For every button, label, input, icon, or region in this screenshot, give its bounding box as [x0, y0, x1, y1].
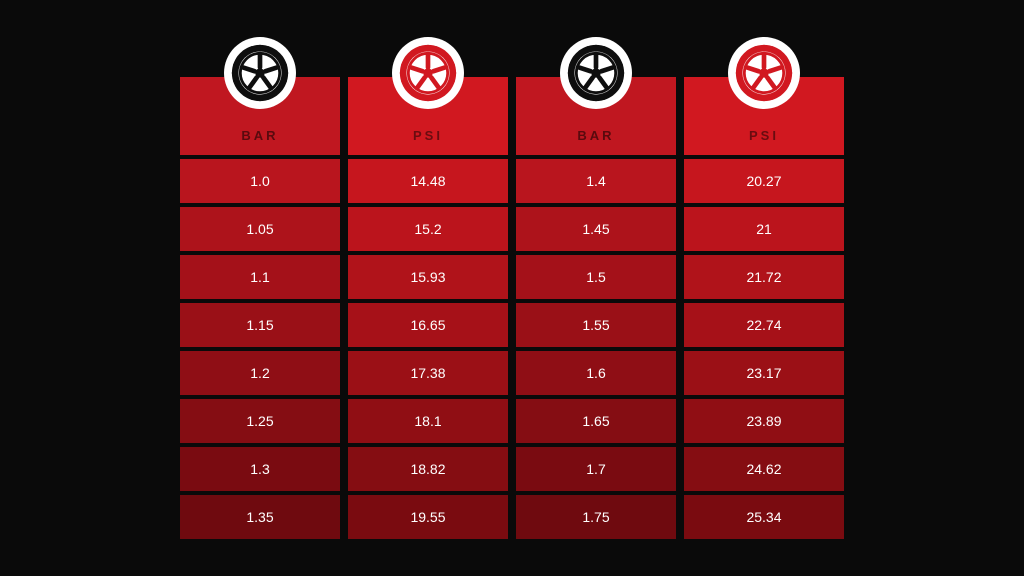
table-cell: 1.2 [180, 351, 340, 395]
column-0: BAR1.01.051.11.151.21.251.31.35 [180, 77, 340, 539]
table-cell: 1.55 [516, 303, 676, 347]
table-cell: 21 [684, 207, 844, 251]
table-cell: 1.45 [516, 207, 676, 251]
table-cell: 1.65 [516, 399, 676, 443]
table-cell: 1.3 [180, 447, 340, 491]
table-cell: 19.55 [348, 495, 508, 539]
table-cell: 18.1 [348, 399, 508, 443]
table-cell: 1.5 [516, 255, 676, 299]
table-cell: 1.25 [180, 399, 340, 443]
table-cell: 15.93 [348, 255, 508, 299]
table-cell: 15.2 [348, 207, 508, 251]
table-cell: 25.34 [684, 495, 844, 539]
table-cell: 23.89 [684, 399, 844, 443]
table-cell: 14.48 [348, 159, 508, 203]
table-cell: 1.7 [516, 447, 676, 491]
table-cell: 18.82 [348, 447, 508, 491]
column-1: PSI14.4815.215.9316.6517.3818.118.8219.5… [348, 77, 508, 539]
table-cell: 21.72 [684, 255, 844, 299]
table-cell: 1.75 [516, 495, 676, 539]
wheel-icon [392, 37, 464, 109]
table-cell: 1.4 [516, 159, 676, 203]
table-cell: 1.0 [180, 159, 340, 203]
conversion-table: BAR1.01.051.11.151.21.251.31.35 PSI14.48… [180, 37, 844, 539]
table-cell: 1.6 [516, 351, 676, 395]
table-cell: 1.1 [180, 255, 340, 299]
table-cell: 17.38 [348, 351, 508, 395]
table-cell: 24.62 [684, 447, 844, 491]
table-cell: 1.15 [180, 303, 340, 347]
column-3: PSI20.272121.7222.7423.1723.8924.6225.34 [684, 77, 844, 539]
table-cell: 16.65 [348, 303, 508, 347]
wheel-icon [728, 37, 800, 109]
table-cell: 23.17 [684, 351, 844, 395]
table-cell: 1.05 [180, 207, 340, 251]
table-cell: 1.35 [180, 495, 340, 539]
table-cell: 20.27 [684, 159, 844, 203]
wheel-icon [224, 37, 296, 109]
wheel-icon [560, 37, 632, 109]
table-cell: 22.74 [684, 303, 844, 347]
column-2: BAR1.41.451.51.551.61.651.71.75 [516, 77, 676, 539]
